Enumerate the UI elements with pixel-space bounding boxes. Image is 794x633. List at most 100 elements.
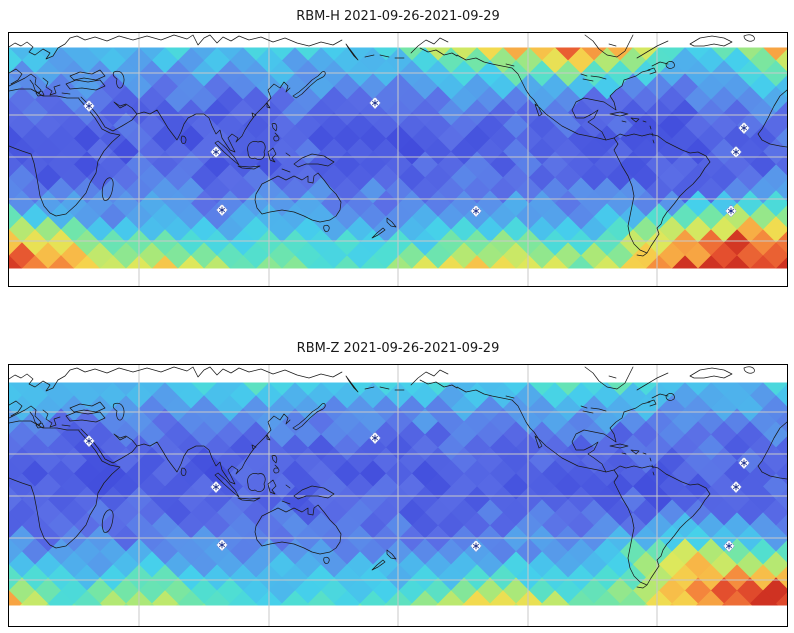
mesh-cell (138, 447, 166, 475)
mesh-cell (242, 112, 270, 140)
mesh-cell (9, 177, 23, 205)
mesh-cell (723, 47, 751, 75)
mesh-cell (86, 138, 114, 166)
mesh-cell (164, 112, 192, 140)
mesh-cell (645, 382, 673, 410)
mesh-cell (47, 255, 75, 269)
mesh-cell (320, 382, 348, 397)
mesh-cell (487, 603, 493, 606)
mesh-cell (60, 421, 88, 449)
station-star-icon (212, 150, 220, 154)
mesh-cell (513, 603, 519, 606)
map-panel-rbm-z: RBM-Z 2021-09-26-2021-09-29 (8, 341, 788, 627)
mesh-cell (21, 434, 49, 462)
mesh-cell (73, 590, 101, 606)
mesh-cell (99, 73, 127, 101)
mesh-cell (151, 408, 179, 436)
mesh-cell (528, 447, 556, 475)
mesh-cell (242, 395, 270, 423)
mesh-cell (97, 603, 103, 606)
chart-title-rbm-h: RBM-H 2021-09-26-2021-09-29 (296, 9, 500, 24)
mesh-cell (164, 421, 192, 449)
mesh-cell (515, 382, 543, 410)
mesh-cell (21, 460, 49, 488)
mesh-cell (721, 603, 727, 606)
mesh-cell (775, 566, 787, 590)
mesh-cell (411, 382, 439, 410)
mesh-cell (203, 99, 231, 127)
mesh-cell (775, 127, 787, 151)
mesh-cell (539, 603, 545, 606)
mesh-cell (671, 382, 699, 410)
mesh-cell (164, 395, 192, 423)
mesh-cell (617, 603, 623, 606)
mesh-cell (697, 460, 725, 488)
mesh-cell (164, 47, 192, 62)
mesh-cell (749, 590, 777, 606)
mesh-cell (645, 255, 673, 269)
station-star-icon (85, 104, 93, 108)
mesh-cell (554, 47, 582, 62)
mesh-cell (398, 382, 426, 397)
mesh-cell (684, 421, 712, 449)
mesh-cell (773, 603, 779, 606)
mesh-cell (749, 99, 777, 127)
mesh-cell (658, 395, 686, 423)
mesh-cell (775, 462, 787, 486)
mesh-cell (541, 590, 569, 606)
mesh-cell (749, 434, 777, 462)
mesh-cell (619, 408, 647, 436)
mesh-cell (593, 590, 621, 606)
mesh-cell (593, 434, 621, 462)
mesh-cell (177, 382, 205, 410)
mesh-cell (710, 447, 738, 475)
mesh-cell (177, 255, 205, 269)
mesh-cell (736, 447, 764, 475)
mesh-cell (86, 190, 114, 218)
mesh-cell (567, 47, 595, 75)
mesh-cell (112, 47, 140, 62)
mesh-cell (151, 460, 179, 488)
mesh-cell (697, 590, 725, 606)
mesh-cell (775, 231, 787, 255)
mesh-cell (385, 382, 413, 410)
mesh-cell (632, 395, 660, 423)
mesh-cell (99, 460, 127, 488)
mesh-cell (216, 112, 244, 140)
mesh-cell (528, 421, 556, 449)
mesh-cell (684, 47, 712, 62)
mesh-cell (645, 460, 673, 488)
mesh-cell (73, 460, 101, 488)
mesh-cell (99, 99, 127, 127)
mesh-cell (723, 590, 751, 606)
mesh-cell (86, 216, 114, 244)
station-star-icon (740, 461, 748, 465)
mesh-cell (99, 590, 127, 606)
mesh-cell (216, 395, 244, 423)
mesh-cell (528, 47, 556, 62)
mesh-cell (359, 382, 387, 410)
mesh-cell (658, 112, 686, 140)
mesh-cell (99, 151, 127, 179)
mesh-cell (99, 229, 127, 257)
mesh-cell (9, 151, 23, 179)
mesh-cell (762, 164, 787, 192)
mesh-cell (60, 47, 88, 62)
mesh-cell (294, 382, 322, 397)
mesh-cell (86, 447, 114, 475)
mesh-cell (242, 421, 270, 449)
mesh-cell (515, 47, 543, 75)
mesh-cell (21, 382, 49, 410)
mesh-cell (554, 395, 582, 423)
mesh-cell (437, 47, 465, 75)
mesh-cell (710, 421, 738, 449)
mesh-cell (294, 47, 322, 62)
mesh-cell (21, 590, 49, 606)
mesh-cell (593, 47, 621, 75)
mesh-cell (762, 138, 787, 166)
mesh-cell (619, 47, 647, 75)
mesh-cell (151, 434, 179, 462)
mesh-cell (34, 421, 62, 449)
station-star-icon (472, 544, 480, 548)
mesh-cell (190, 47, 218, 62)
